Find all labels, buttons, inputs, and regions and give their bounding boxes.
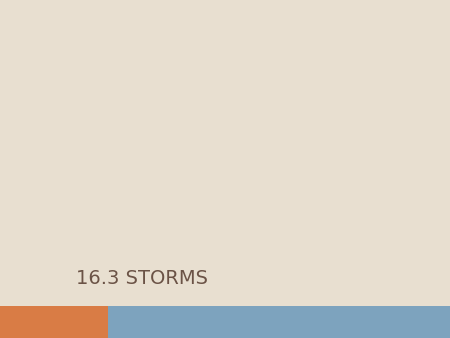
Bar [108,306,450,338]
Text: 16.3 STORMS: 16.3 STORMS [76,269,208,288]
Bar [0,306,108,338]
